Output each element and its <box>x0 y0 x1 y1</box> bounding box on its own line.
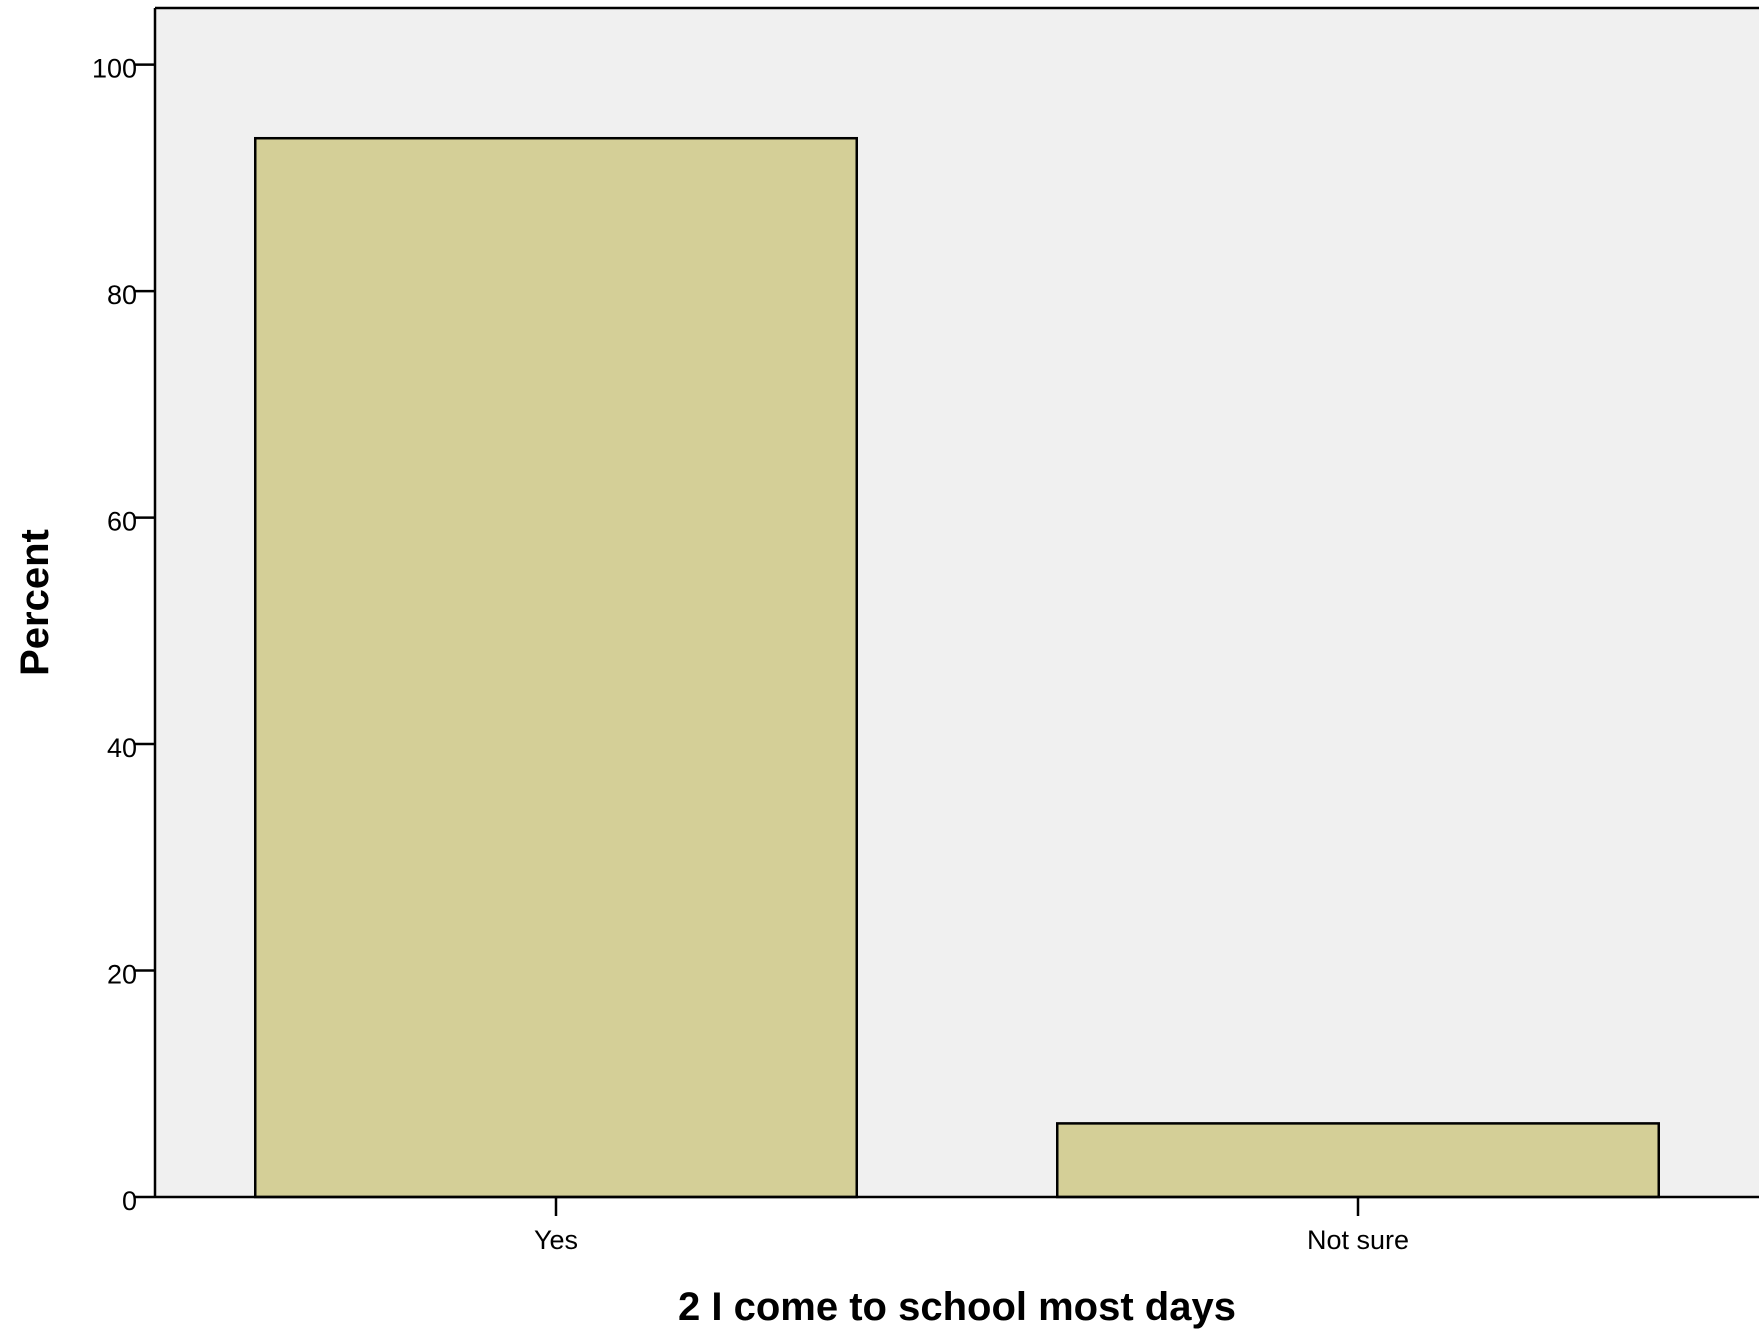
y-axis-title: Percent <box>13 529 57 676</box>
y-tick-label: 80 <box>107 280 137 310</box>
x-tick-label: Not sure <box>1307 1225 1409 1255</box>
x-tick-label: Yes <box>534 1225 578 1255</box>
x-axis-title: 2 I come to school most days <box>678 1285 1236 1329</box>
y-tick-label: 60 <box>107 507 137 537</box>
y-tick-label: 40 <box>107 733 137 763</box>
y-tick-label: 20 <box>107 960 137 990</box>
bar-not-sure <box>1056 1122 1660 1199</box>
y-axis: 0 20 40 60 80 100 <box>92 6 1759 1216</box>
x-axis: Yes Not sure <box>155 1195 1759 1255</box>
bars-group <box>254 136 1660 1199</box>
bar-yes <box>254 136 858 1199</box>
y-tick-label: 0 <box>122 1186 137 1216</box>
y-tick-label: 100 <box>92 54 137 84</box>
